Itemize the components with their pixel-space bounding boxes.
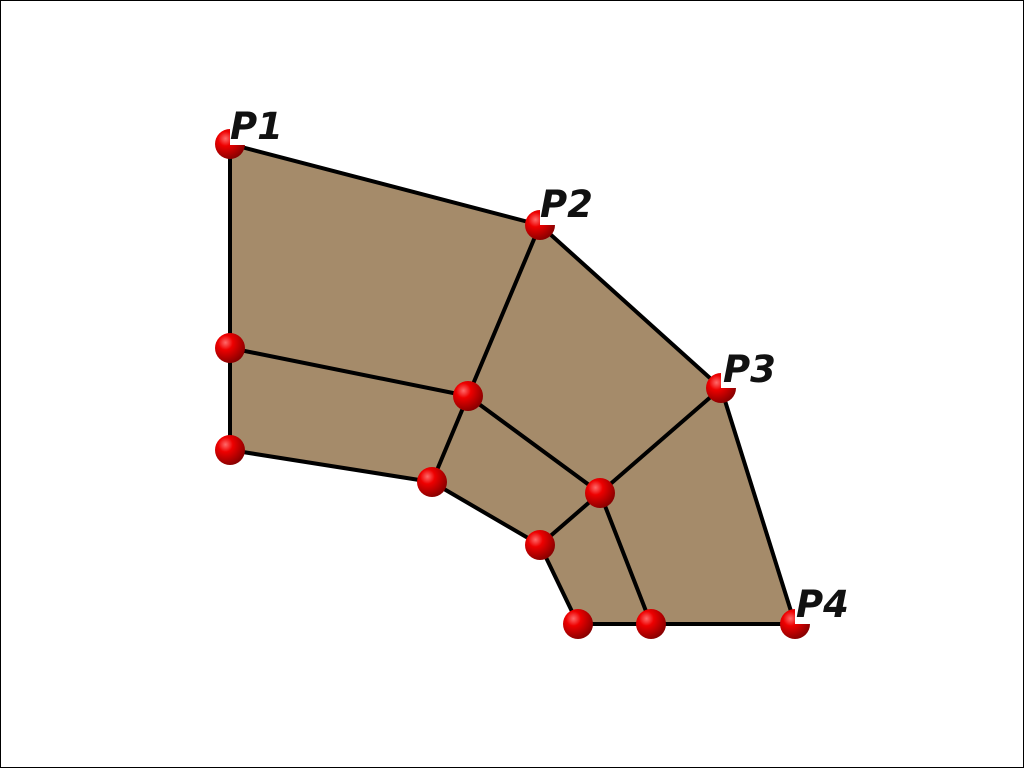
face-bottom [540, 493, 651, 624]
vertex[interactable] [417, 467, 447, 497]
label-backgrounds [230, 109, 841, 624]
vertex[interactable] [453, 381, 483, 411]
face-right [600, 388, 795, 624]
vertex[interactable] [585, 478, 615, 508]
edge-inner-horizontal-1 [229, 346, 653, 625]
vertex[interactable] [215, 333, 245, 363]
vertex[interactable] [525, 530, 555, 560]
label-p4: P4 [796, 583, 849, 626]
vertex[interactable] [215, 435, 245, 465]
vertex[interactable] [636, 609, 666, 639]
face-center [432, 396, 600, 545]
face-top-right [468, 225, 721, 493]
face-top-left [230, 144, 540, 396]
face-mid-left [230, 348, 468, 482]
label-p1: P1 [230, 105, 283, 148]
label-p2: P2 [540, 183, 593, 226]
point-labels: P1 P2 P3 P4 [230, 105, 849, 626]
vertex[interactable] [563, 609, 593, 639]
mesh-faces [230, 144, 795, 624]
label-p3: P3 [723, 348, 776, 391]
